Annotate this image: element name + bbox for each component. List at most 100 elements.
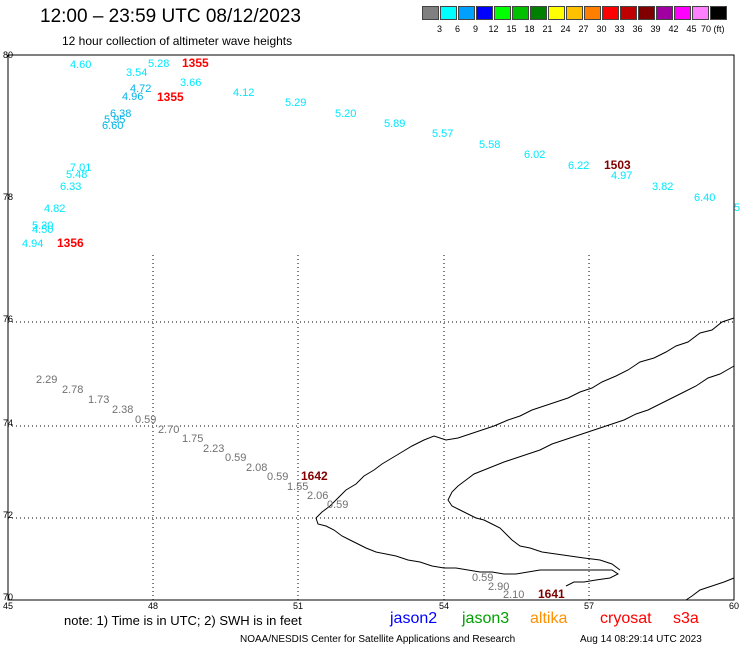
colorbar-label: 30 <box>596 24 607 34</box>
wave-height-value: 4.12 <box>233 87 254 99</box>
colorbar-label: 24 <box>560 24 571 34</box>
wave-height-value: 1.55 <box>287 481 308 493</box>
longitude-label: 51 <box>293 601 303 611</box>
colorbar-label: 9 <box>472 24 478 34</box>
credit-line: NOAA/NESDIS Center for Satellite Applica… <box>240 634 516 645</box>
latitude-label: 78 <box>3 192 13 202</box>
wave-height-value: 5.95 <box>104 114 125 126</box>
map-subtitle: 12 hour collection of altimeter wave hei… <box>62 34 293 48</box>
latitude-label: 72 <box>3 510 13 520</box>
wave-height-value: 4.96 <box>122 91 143 103</box>
wave-height-value: 5.20 <box>335 108 356 120</box>
wave-height-value: 0.59 <box>135 414 156 426</box>
wave-height-value: 5.57 <box>432 128 453 140</box>
longitude-label: 60 <box>729 601 739 611</box>
wave-height-value: 2.10 <box>503 589 524 601</box>
longitude-label: 48 <box>148 601 158 611</box>
colorbar-swatch <box>710 6 727 20</box>
colorbar-label: 42 <box>668 24 679 34</box>
colorbar-swatch <box>602 6 619 20</box>
wave-height-value: 6.33 <box>60 181 81 193</box>
map-title: 12:00 – 23:59 UTC 08/12/2023 <box>40 6 301 27</box>
wave-height-value: 4.60 <box>70 59 91 71</box>
wave-height-value: 7.01 <box>70 162 91 174</box>
wave-height-value: 5.89 <box>384 118 405 130</box>
wave-height-value: 2.90 <box>488 581 509 593</box>
pass-time-label: 1355 <box>182 56 209 70</box>
legend-altika: altika <box>530 610 568 627</box>
pass-time-label: 1642 <box>301 469 328 483</box>
wave-height-value: 6.60 <box>102 120 123 132</box>
colorbar-label: 70 (ft) <box>701 24 725 34</box>
latitude-label: 70 <box>3 592 13 602</box>
axis-labels: 45 48 51 54 57 60 80 78 76 74 72 70 <box>3 50 739 611</box>
colorbar-label: 15 <box>506 24 517 34</box>
colorbar-swatch <box>548 6 565 20</box>
map-frame <box>7 54 735 601</box>
wave-height-value: 0.59 <box>327 499 348 511</box>
legend-cryosat: cryosat <box>600 610 652 627</box>
colorbar-swatch <box>422 6 439 20</box>
colorbar-swatch <box>584 6 601 20</box>
wave-height-value: 1.73 <box>88 394 109 406</box>
wave-height-value: 0.59 <box>267 471 288 483</box>
colorbar-label: 45 <box>686 24 697 34</box>
track-labels: 4.60 5.283.54 4.724.96 6.385.956.60 7.015.48… <box>22 56 740 601</box>
colorbar-label: 3 <box>436 24 442 34</box>
colorbar-label: 33 <box>614 24 625 34</box>
wave-height-value: 6.02 <box>524 149 545 161</box>
colorbar-swatch <box>530 6 547 20</box>
legend-jason2: jason2 <box>390 610 438 627</box>
pass-time-label: 1355 <box>157 90 184 104</box>
wave-height-value: 3.82 <box>652 181 673 193</box>
legend-jason3: jason3 <box>462 610 510 627</box>
colorbar-label: 6 <box>454 24 460 34</box>
wave-height-value: 3.66 <box>180 77 201 89</box>
wave-height-value: 6.38 <box>110 108 131 120</box>
colorbar-swatch <box>512 6 529 20</box>
colorbar-label: 36 <box>632 24 643 34</box>
latitude-label: 74 <box>3 418 13 428</box>
wave-height-value: 2.08 <box>246 462 267 474</box>
legend-s3a: s3a <box>673 610 699 627</box>
colorbar-swatch <box>440 6 457 20</box>
wave-height-value: 2.70 <box>158 424 179 436</box>
wave-height-value: 2.29 <box>36 374 57 386</box>
wave-height-value: 5.48 <box>66 169 87 181</box>
wave-height-value: 5.29 <box>285 97 306 109</box>
wave-height-value: 5.28 <box>148 58 169 70</box>
latitude-label: 80 <box>3 50 13 60</box>
colorbar-label: 12 <box>488 24 499 34</box>
wave-height-value: 2.06 <box>307 490 328 502</box>
wave-height-value: 6.40 <box>694 192 715 204</box>
coastline-mainland <box>685 577 735 601</box>
colorbar-label: 27 <box>578 24 589 34</box>
footnote: note: 1) Time is in UTC; 2) SWH is in fe… <box>64 613 302 628</box>
coastline-inner <box>447 365 735 571</box>
colorbar-swatch <box>458 6 475 20</box>
longitude-label: 54 <box>439 601 449 611</box>
colorbar-swatch <box>620 6 637 20</box>
colorbar-label: 21 <box>542 24 553 34</box>
wave-height-value: 5 <box>734 202 740 214</box>
colorbar-label: 39 <box>650 24 661 34</box>
wave-height-value: 2.78 <box>62 384 83 396</box>
wave-height-value: 4.82 <box>44 203 65 215</box>
wave-height-value: 6.22 <box>568 160 589 172</box>
wave-height-value: 4.97 <box>611 170 632 182</box>
pass-time-label: 1641 <box>538 587 565 601</box>
colorbar-swatch <box>656 6 673 20</box>
wave-height-value: 5.30 <box>32 220 53 232</box>
longitude-label: 57 <box>584 601 594 611</box>
colorbar-swatch <box>476 6 493 20</box>
graticule <box>8 255 734 600</box>
colorbar-swatch <box>566 6 583 20</box>
wave-height-value: 4.50 <box>32 224 53 236</box>
colorbar-swatch <box>692 6 709 20</box>
colorbar-swatch <box>494 6 511 20</box>
colorbar-swatch <box>674 6 691 20</box>
latitude-label: 76 <box>3 314 13 324</box>
wave-height-value: 0.59 <box>225 452 246 464</box>
wave-height-value: 5.58 <box>479 139 500 151</box>
